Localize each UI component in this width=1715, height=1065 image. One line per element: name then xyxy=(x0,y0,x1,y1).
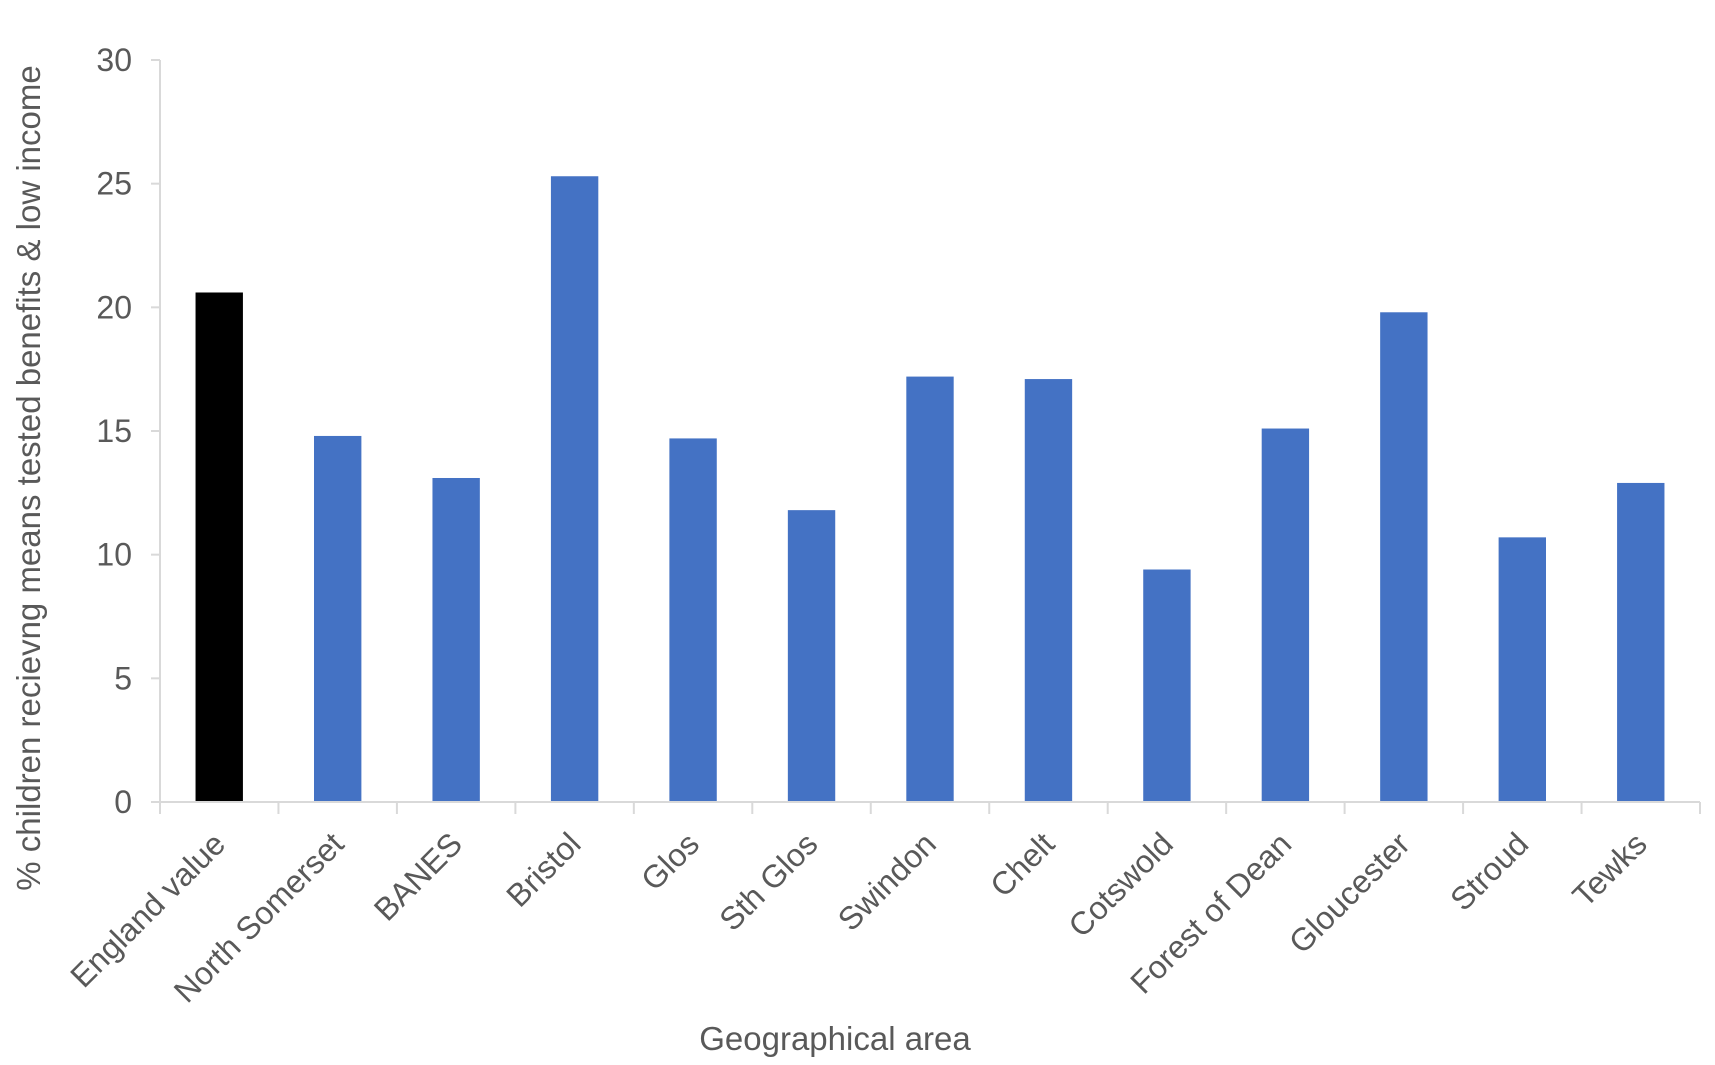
y-tick-label: 5 xyxy=(114,660,132,696)
bar-stroud xyxy=(1498,537,1546,802)
y-tick-label: 0 xyxy=(114,784,132,820)
x-tick-label: Gloucester xyxy=(1282,825,1417,960)
bar-sth-glos xyxy=(787,510,836,802)
x-tick-label: Stroud xyxy=(1443,825,1535,917)
bar-forest-of-dean xyxy=(1261,428,1310,802)
bar-cotswold xyxy=(1143,569,1191,802)
y-tick-label: 20 xyxy=(96,289,132,325)
x-tick-label: Glos xyxy=(634,825,706,897)
bar-bristol xyxy=(550,176,599,802)
x-tick-label: Cotswold xyxy=(1061,825,1180,944)
x-tick-label: Chelt xyxy=(983,825,1061,903)
y-axis-title: % children recievng means tested benefit… xyxy=(10,65,47,890)
x-tick-label: Tewks xyxy=(1565,825,1653,913)
y-tick-label: 10 xyxy=(96,537,132,573)
x-tick-label: Sth Glos xyxy=(712,825,824,937)
bars-layer xyxy=(195,176,1665,802)
bar-swindon xyxy=(906,376,954,802)
bar-gloucester xyxy=(1380,312,1428,802)
y-tick-label: 25 xyxy=(96,166,132,202)
y-axis-title-group: % children recievng means tested benefit… xyxy=(10,65,47,890)
bar-glos xyxy=(669,438,717,802)
bar-north-somerset xyxy=(314,435,362,802)
bar-tewks xyxy=(1617,482,1665,802)
x-axis-title: Geographical area xyxy=(699,1020,971,1057)
x-tick-label: BANES xyxy=(367,825,469,927)
x-tick-label: Bristol xyxy=(499,825,587,913)
bar-chelt xyxy=(1024,379,1073,802)
bar-banes xyxy=(432,477,480,802)
x-tick-label: Swindon xyxy=(831,825,943,937)
y-tick-label: 15 xyxy=(96,413,132,449)
axes-layer xyxy=(151,59,1701,814)
y-tick-label: 30 xyxy=(96,42,132,78)
bar-england-value xyxy=(195,292,243,802)
